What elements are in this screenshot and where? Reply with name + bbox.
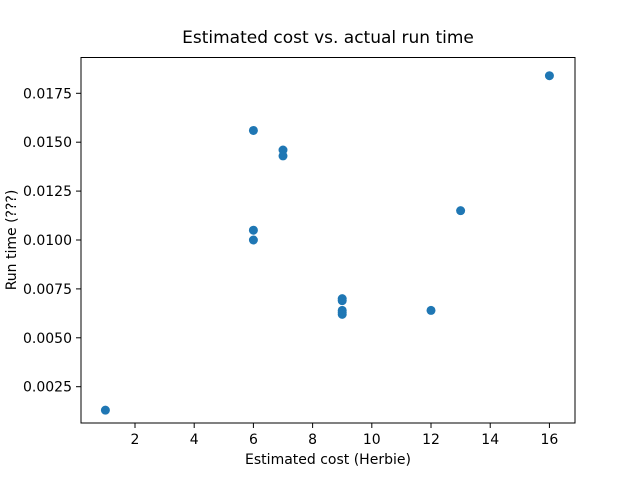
x-axis-label: Estimated cost (Herbie) (245, 452, 411, 468)
x-tick-label: 16 (541, 432, 559, 448)
scatter-point (248, 235, 258, 245)
plot-frame (80, 57, 576, 424)
x-tick-label: 2 (131, 432, 140, 448)
y-tick-label: 0.0050 (23, 331, 72, 347)
x-tick-label: 12 (422, 432, 440, 448)
y-tick-label: 0.0075 (23, 282, 72, 298)
scatter-point (426, 305, 436, 315)
scatter-point (337, 309, 347, 319)
scatter-point (248, 225, 258, 235)
x-tick-label: 4 (190, 432, 199, 448)
y-tick-label: 0.0125 (23, 184, 72, 200)
scatter-point (456, 206, 466, 216)
y-tick-label: 0.0025 (23, 380, 72, 396)
x-tick-label: 10 (363, 432, 381, 448)
scatter-point (278, 151, 288, 161)
x-tick-label: 14 (481, 432, 499, 448)
scatter-point (544, 71, 554, 81)
x-tick-label: 8 (308, 432, 317, 448)
scatter-point (100, 405, 110, 415)
x-tick-label: 6 (249, 432, 258, 448)
scatter-point (337, 296, 347, 306)
chart-title: Estimated cost vs. actual run time (182, 28, 474, 48)
y-tick-label: 0.0100 (23, 233, 72, 249)
y-tick-label: 0.0150 (23, 135, 72, 151)
y-tick-label: 0.0175 (23, 86, 72, 102)
scatter-point (248, 125, 258, 135)
